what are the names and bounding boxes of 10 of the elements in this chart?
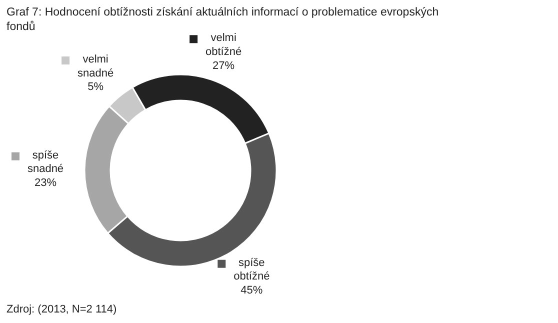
- legend-label: spíše obtížné: [234, 256, 270, 283]
- text: Zdroj: (2013, N=2 114): [6, 304, 117, 316]
- data-label: 27%: [212, 60, 235, 72]
- legend-label: velmi obtížné: [206, 32, 242, 58]
- data-label: 5%: [88, 81, 104, 94]
- data-label: 23%: [34, 176, 57, 189]
- data-label: 45%: [240, 284, 263, 297]
- legend-label: spíše snadné: [27, 149, 64, 176]
- legend-label: velmi snadné: [78, 54, 114, 80]
- chart-title: Graf 7: Hodnocení obtížnosti získání aktuálních informací o problematice evropských fondů: [6, 6, 439, 33]
